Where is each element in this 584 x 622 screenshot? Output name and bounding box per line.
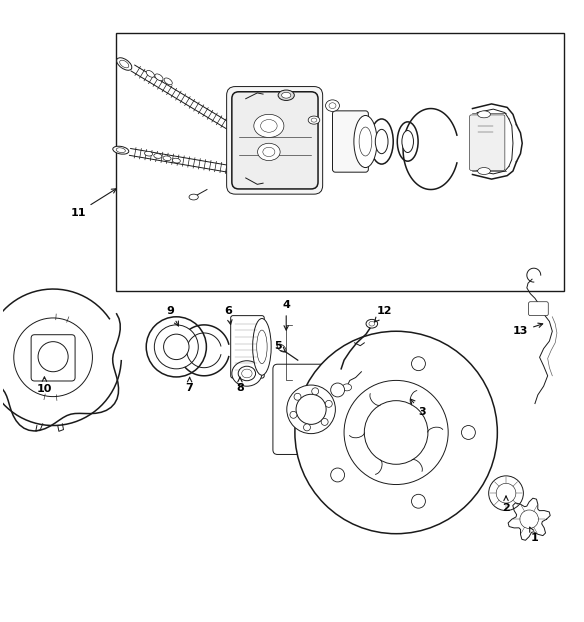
Circle shape	[461, 425, 475, 439]
Circle shape	[304, 424, 311, 431]
FancyBboxPatch shape	[31, 335, 75, 381]
Circle shape	[412, 357, 425, 371]
Ellipse shape	[369, 322, 375, 326]
Text: 3: 3	[411, 399, 426, 417]
Ellipse shape	[376, 129, 388, 154]
FancyBboxPatch shape	[529, 302, 548, 315]
Circle shape	[164, 334, 189, 360]
Ellipse shape	[258, 143, 280, 160]
Ellipse shape	[144, 151, 152, 156]
Ellipse shape	[254, 114, 284, 137]
Circle shape	[344, 381, 448, 485]
Ellipse shape	[397, 122, 418, 161]
Ellipse shape	[277, 344, 286, 352]
FancyBboxPatch shape	[231, 315, 264, 378]
Circle shape	[325, 401, 332, 407]
Ellipse shape	[113, 146, 129, 154]
Ellipse shape	[154, 154, 162, 159]
Circle shape	[287, 385, 335, 434]
Ellipse shape	[281, 92, 291, 98]
Ellipse shape	[359, 127, 372, 156]
Bar	[116, 34, 564, 290]
Ellipse shape	[189, 194, 199, 200]
Circle shape	[14, 318, 92, 397]
Text: 2: 2	[502, 496, 510, 513]
Ellipse shape	[117, 58, 132, 70]
Ellipse shape	[478, 111, 491, 118]
Ellipse shape	[116, 148, 126, 152]
Circle shape	[489, 476, 523, 511]
Circle shape	[331, 468, 345, 482]
Ellipse shape	[120, 60, 129, 68]
FancyBboxPatch shape	[227, 86, 322, 194]
Ellipse shape	[342, 384, 352, 391]
Circle shape	[146, 317, 206, 377]
Ellipse shape	[172, 158, 180, 163]
Ellipse shape	[155, 74, 163, 81]
Ellipse shape	[238, 366, 256, 381]
Circle shape	[296, 394, 326, 424]
Text: 8: 8	[236, 377, 244, 393]
Text: 6: 6	[224, 306, 232, 325]
FancyBboxPatch shape	[232, 92, 318, 189]
Text: 1: 1	[530, 527, 539, 543]
Ellipse shape	[146, 70, 154, 77]
Ellipse shape	[329, 103, 336, 109]
Ellipse shape	[263, 147, 275, 157]
Circle shape	[38, 341, 68, 372]
Circle shape	[331, 383, 345, 397]
Circle shape	[321, 419, 328, 425]
Circle shape	[520, 510, 538, 529]
Ellipse shape	[257, 330, 267, 364]
Ellipse shape	[232, 361, 262, 386]
Ellipse shape	[164, 78, 172, 85]
Circle shape	[154, 325, 199, 369]
Ellipse shape	[163, 156, 171, 160]
Ellipse shape	[253, 318, 271, 375]
Text: 5: 5	[274, 341, 286, 352]
Circle shape	[412, 494, 425, 508]
Circle shape	[290, 411, 297, 418]
Circle shape	[312, 388, 319, 395]
Ellipse shape	[366, 319, 378, 328]
Text: 10: 10	[37, 377, 52, 394]
Text: 13: 13	[513, 323, 543, 337]
Text: 4: 4	[282, 300, 290, 330]
Text: 9: 9	[166, 306, 179, 326]
Ellipse shape	[478, 167, 491, 175]
Ellipse shape	[311, 118, 317, 122]
Ellipse shape	[242, 369, 252, 378]
Text: 12: 12	[374, 306, 392, 322]
Text: 11: 11	[70, 188, 116, 218]
Text: 7: 7	[186, 377, 193, 393]
Ellipse shape	[260, 119, 277, 132]
FancyBboxPatch shape	[332, 111, 369, 172]
Ellipse shape	[325, 100, 339, 111]
Circle shape	[496, 483, 516, 503]
Circle shape	[294, 393, 301, 400]
Circle shape	[295, 332, 498, 534]
Circle shape	[364, 401, 428, 464]
Ellipse shape	[278, 90, 294, 100]
Ellipse shape	[370, 119, 393, 164]
Ellipse shape	[308, 116, 320, 124]
FancyBboxPatch shape	[273, 364, 343, 455]
Ellipse shape	[354, 116, 377, 167]
FancyBboxPatch shape	[470, 115, 505, 170]
Ellipse shape	[402, 131, 413, 152]
